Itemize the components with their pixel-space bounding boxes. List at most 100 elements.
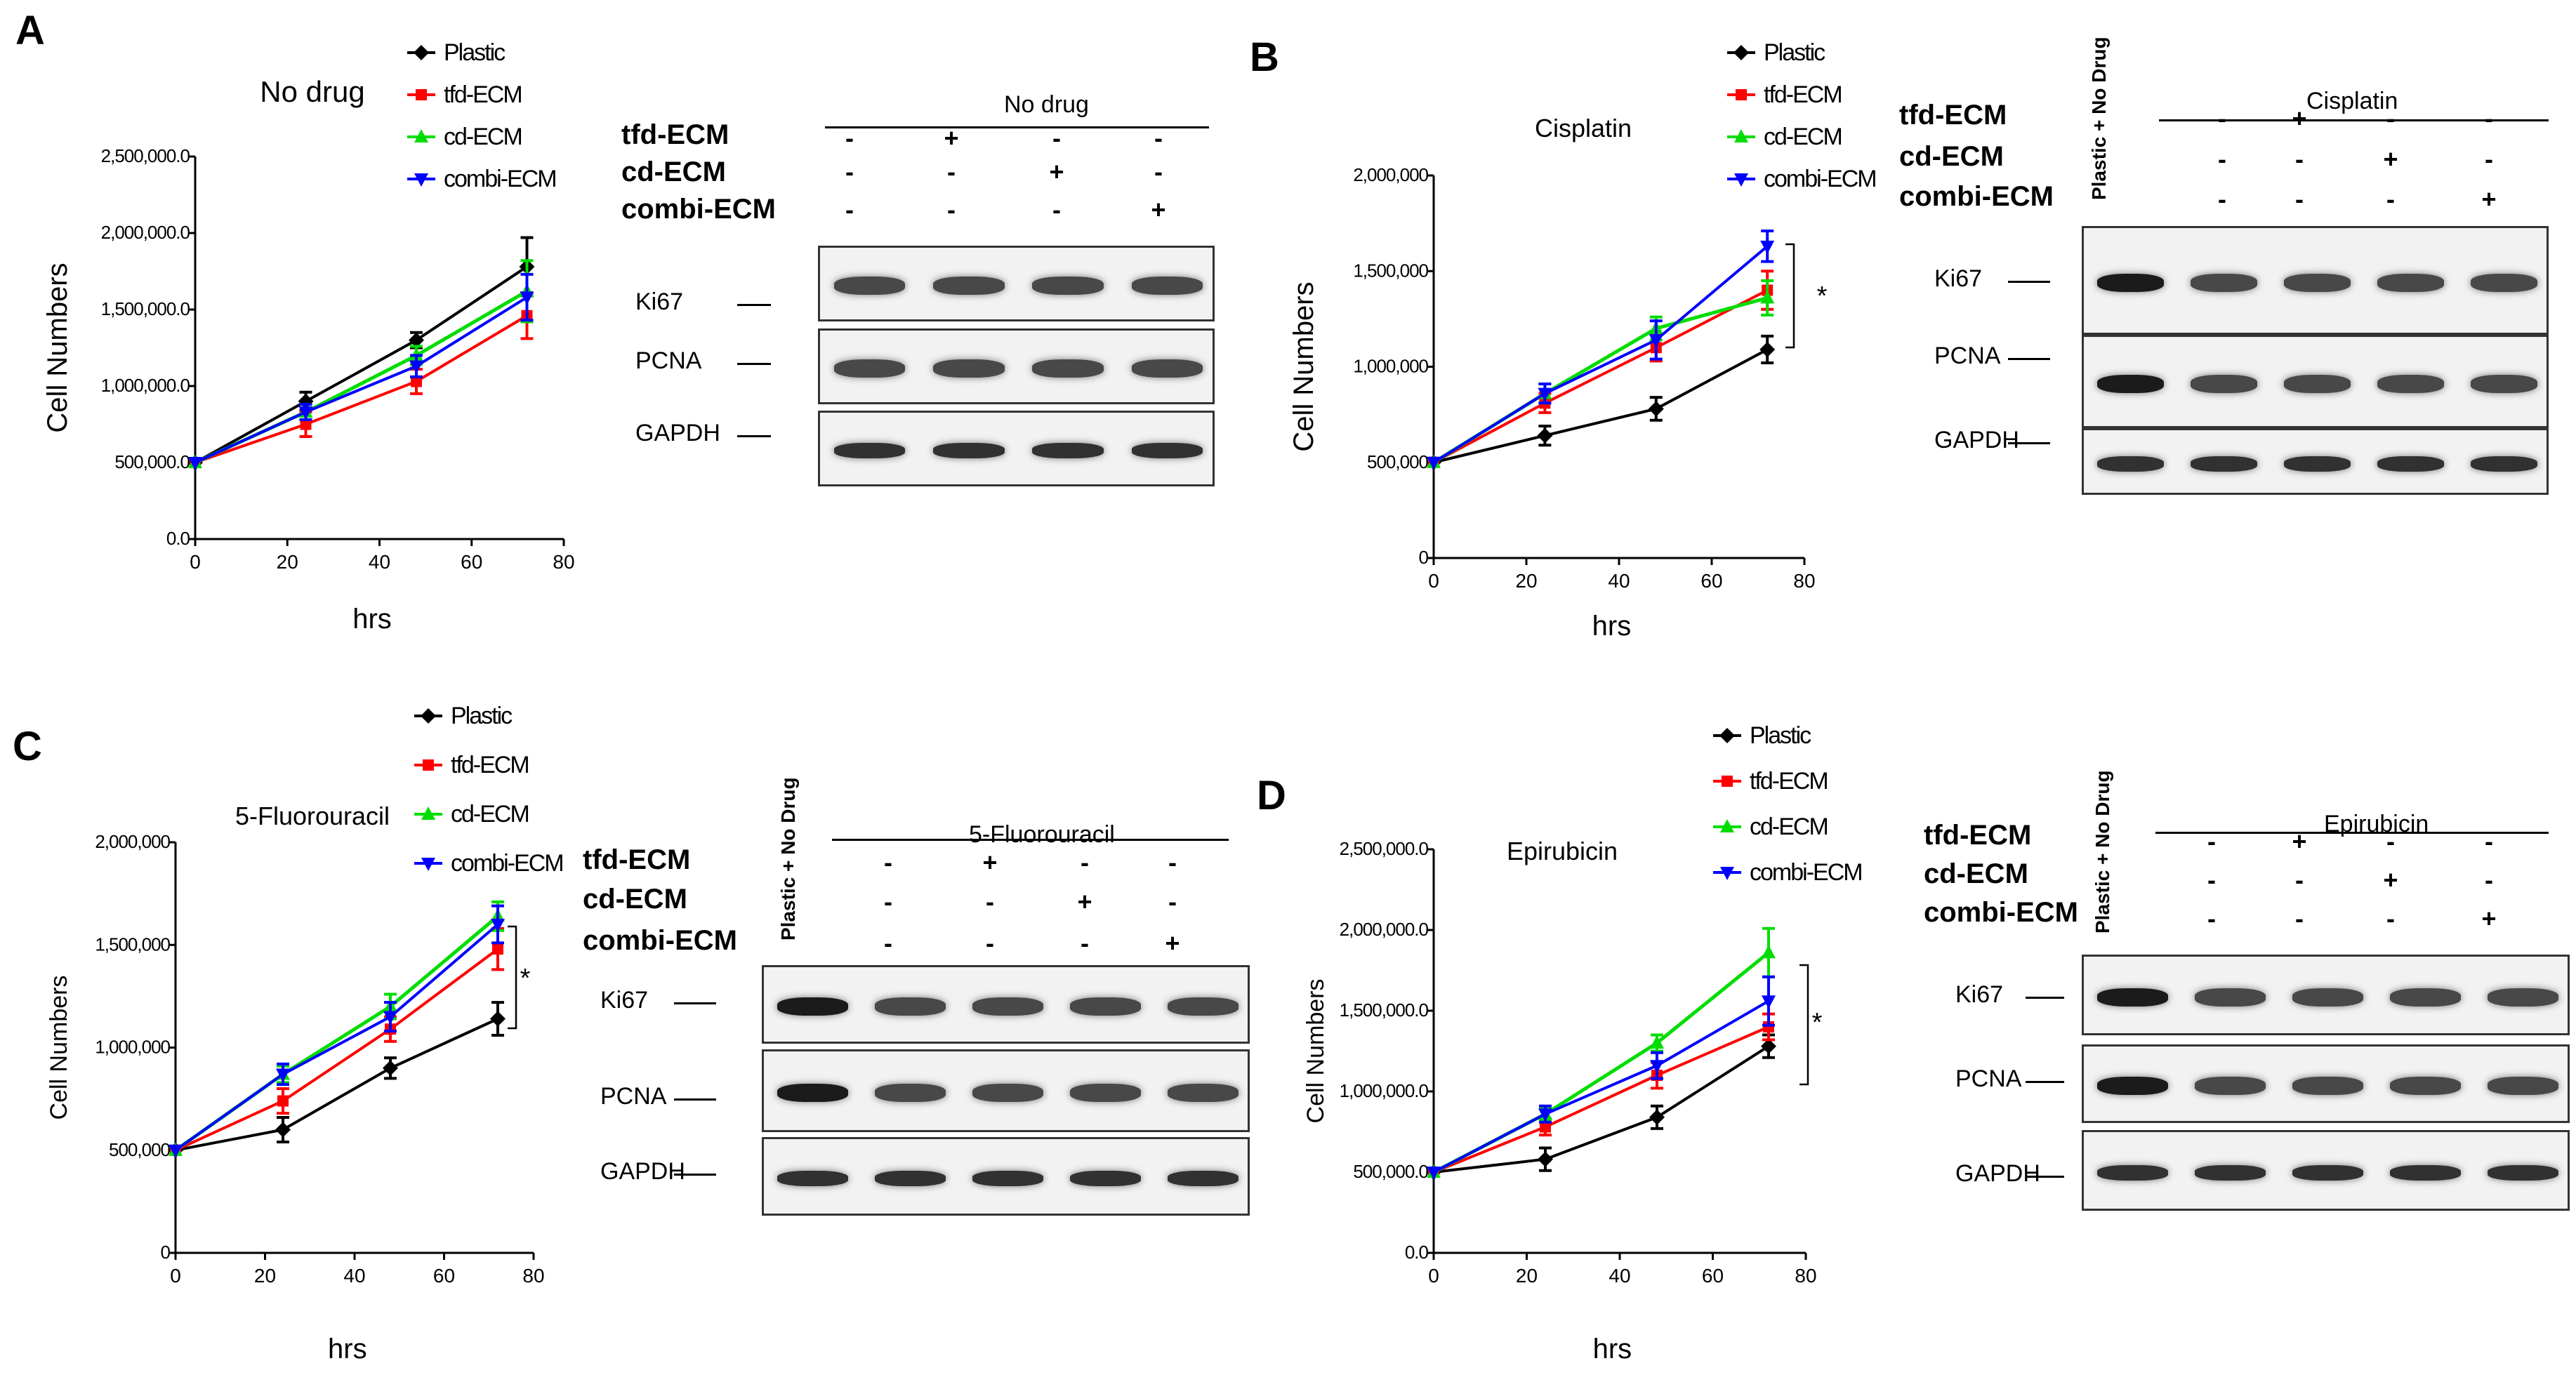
data-point-square xyxy=(1540,1121,1551,1133)
series-line-tfd-ECM xyxy=(194,314,528,464)
data-point-triangle-down xyxy=(520,291,534,305)
blot-protein-tick xyxy=(737,435,771,437)
blot-membrane-pcna xyxy=(2082,335,2549,428)
blot-sign: - xyxy=(2207,904,2216,933)
y-tick-label: 500,000 xyxy=(1367,451,1429,472)
blot-plastic-label: Plastic + No Drug xyxy=(2088,36,2110,200)
data-point-diamond xyxy=(275,1122,291,1138)
blot-protein-tick xyxy=(2008,358,2050,360)
legend-label: Plastic xyxy=(451,703,513,729)
blot-membrane-pcna xyxy=(2082,1044,2570,1123)
blot-sign: - xyxy=(1052,124,1061,152)
blot-band xyxy=(972,1084,1043,1102)
legend-marker-square xyxy=(416,89,427,100)
series-line-combi-ECM xyxy=(1433,999,1770,1174)
x-tick-label: 80 xyxy=(1795,1265,1816,1287)
blot-protein-tick xyxy=(2008,281,2050,283)
chart-svg: 0.0 500,000.0 1,000,000.0 1,500,000.0 2,000,… xyxy=(1302,722,1863,1364)
legend-marker-triangle-down xyxy=(421,858,435,871)
blot-sign: - xyxy=(1154,157,1163,186)
blot-sign: - xyxy=(986,887,994,916)
blot-sign: - xyxy=(2485,104,2493,133)
legend-marker-triangle-up xyxy=(1720,819,1734,832)
legend-marker-triangle-up xyxy=(1734,129,1748,142)
blot-sign: - xyxy=(845,195,854,224)
blot-row-label: tfd-ECM xyxy=(583,844,691,875)
significance-star: * xyxy=(520,964,531,993)
blot-row-label: tfd-ECM xyxy=(1899,100,2007,131)
data-point-diamond xyxy=(1538,1151,1553,1167)
blot-sign: - xyxy=(845,124,854,152)
blot-row-label: tfd-ECM xyxy=(1924,820,2032,851)
blot-sign: - xyxy=(884,929,892,957)
y-axis-label: Cell Numbers xyxy=(1288,281,1319,451)
x-tick-label: 40 xyxy=(1608,570,1630,592)
blot-sign: + xyxy=(2383,865,2398,894)
blot-band xyxy=(2377,374,2445,393)
data-point-triangle-down xyxy=(1650,1060,1664,1074)
legend-label: cd-ECM xyxy=(1764,124,1842,150)
blot-protein-tick xyxy=(2008,442,2050,444)
blot-condition-line xyxy=(825,126,1209,128)
blot-band xyxy=(2390,1077,2461,1095)
data-point-triangle-down xyxy=(491,919,505,932)
panel-letter-a: A xyxy=(15,8,45,53)
blot-sign: - xyxy=(884,848,892,877)
blot-band xyxy=(2195,1077,2266,1095)
legend-label: Plastic xyxy=(1764,39,1825,66)
blot-row-label: combi-ECM xyxy=(1924,897,2078,928)
blot-protein-label: Ki67 xyxy=(600,987,649,1014)
blot-sign: - xyxy=(2295,865,2304,894)
blot-band xyxy=(2488,988,2558,1007)
data-point-triangle-down xyxy=(276,1068,290,1082)
blot-protein-label: Ki67 xyxy=(1955,981,2004,1008)
blot-membrane-ki67 xyxy=(818,246,1215,321)
data-point-triangle-down xyxy=(383,1011,397,1025)
x-tick-label: 40 xyxy=(1609,1265,1630,1287)
data-point-diamond xyxy=(1648,401,1664,417)
y-tick-label: 2,000,000.0 xyxy=(101,222,190,243)
blot-protein-tick xyxy=(674,1098,716,1101)
blot-sign: - xyxy=(2218,104,2226,133)
y-tick-label: 1,500,000.0 xyxy=(101,298,190,319)
legend-label: tfd-ECM xyxy=(1764,81,1842,108)
blot-band xyxy=(2292,988,2363,1007)
legend-marker-diamond xyxy=(1733,45,1749,60)
blot-row-label: cd-ECM xyxy=(1899,141,2004,172)
blot-sign: + xyxy=(2292,827,2307,856)
chart-title: Epirubicin xyxy=(1507,837,1618,865)
blot-protein-label: GAPDH xyxy=(635,420,720,446)
x-tick-label: 80 xyxy=(522,1265,544,1287)
blot-sign: - xyxy=(1168,887,1177,916)
blot-condition-title: 5-Fluorouracil xyxy=(969,821,1115,848)
series-line-cd-ECM xyxy=(1432,295,1768,464)
blot-sign: + xyxy=(2481,185,2497,213)
legend-label: combi-ECM xyxy=(444,166,556,192)
blot-protein-tick xyxy=(2026,1081,2064,1083)
blot-sign: - xyxy=(2295,185,2304,213)
x-tick-label: 60 xyxy=(461,551,482,573)
chart-title: No drug xyxy=(260,75,364,108)
blot-band xyxy=(972,1171,1043,1186)
blot-sign: - xyxy=(1154,124,1163,152)
blot-row-label: combi-ECM xyxy=(583,925,737,956)
legend-marker-triangle-up xyxy=(414,129,428,142)
data-point-diamond xyxy=(409,332,424,348)
blot-sign: - xyxy=(2386,185,2395,213)
x-tick-label: 0 xyxy=(1428,1265,1439,1287)
data-point-triangle-up xyxy=(1650,1035,1664,1049)
blot-band xyxy=(972,997,1043,1016)
x-axis-label: hrs xyxy=(352,604,392,635)
y-tick-label: 2,500,000.0 xyxy=(101,145,190,166)
blot-band xyxy=(2097,1164,2168,1181)
legend-label: combi-ECM xyxy=(1750,859,1862,886)
x-tick-label: 40 xyxy=(369,551,390,573)
blot-membrane-pcna xyxy=(762,1049,1250,1132)
blot-band xyxy=(2190,273,2258,292)
legend-marker-square xyxy=(1736,89,1747,100)
blot-sign: - xyxy=(1052,195,1061,224)
x-tick-label: 60 xyxy=(1700,570,1722,592)
blot-band xyxy=(1032,443,1104,458)
x-axis-label: hrs xyxy=(328,1334,367,1364)
data-point-triangle-down xyxy=(1538,387,1552,401)
